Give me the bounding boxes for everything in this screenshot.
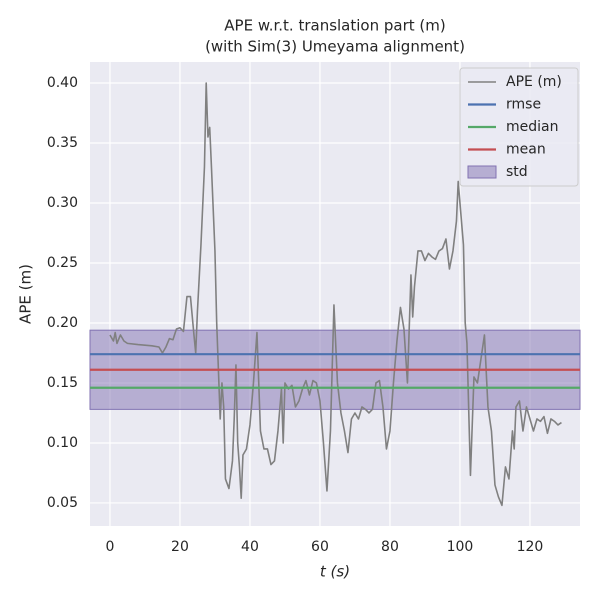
legend-label: APE (m)	[506, 74, 562, 90]
legend-label: std	[506, 164, 528, 180]
y-tick-label: 0.30	[47, 195, 78, 211]
x-axis-label: t (s)	[320, 563, 350, 581]
legend-label: rmse	[506, 97, 541, 113]
x-tick-label: 0	[105, 539, 114, 555]
legend-label: median	[506, 119, 558, 135]
y-tick-label: 0.20	[47, 315, 78, 331]
legend-swatch	[467, 165, 497, 179]
y-tick-label: 0.35	[47, 135, 78, 151]
x-tick-label: 120	[517, 539, 544, 555]
y-tick-label: 0.05	[47, 495, 78, 511]
x-tick-label: 20	[171, 539, 189, 555]
legend-box	[459, 67, 579, 187]
x-tick-label: 80	[381, 539, 399, 555]
y-tick-label: 0.40	[47, 75, 78, 91]
y-axis-label: APE (m)	[17, 264, 35, 324]
y-tick-label: 0.25	[47, 255, 78, 271]
x-tick-label: 60	[311, 539, 329, 555]
chart-subtitle: (with Sim(3) Umeyama alignment)	[205, 38, 465, 56]
y-tick-label: 0.15	[47, 375, 78, 391]
legend-label: mean	[506, 142, 546, 158]
x-tick-label: 40	[241, 539, 259, 555]
chart-title: APE w.r.t. translation part (m)	[224, 17, 445, 35]
x-tick-label: 100	[447, 539, 474, 555]
y-tick-label: 0.10	[47, 435, 78, 451]
ape-line	[109, 82, 562, 507]
